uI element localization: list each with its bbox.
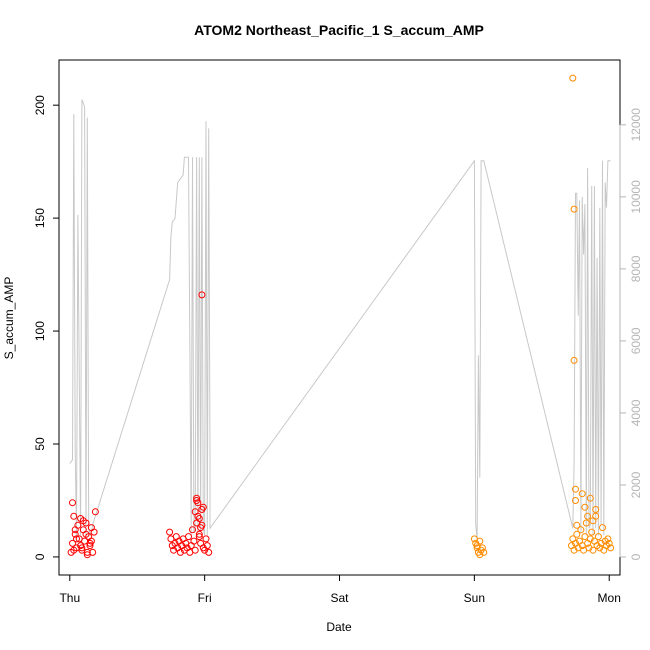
plot-frame	[58, 59, 621, 576]
data-point	[166, 528, 174, 536]
right-y-axis: 0 2000 4000 6000 8000 10000 12000	[619, 108, 643, 560]
data-point	[581, 503, 589, 511]
data-point	[203, 542, 211, 550]
data-point	[194, 499, 202, 507]
data-point	[205, 548, 213, 556]
data-point	[577, 526, 585, 534]
data-point	[172, 533, 180, 541]
data-point	[86, 542, 94, 550]
data-point	[87, 537, 95, 545]
data-point	[589, 517, 597, 525]
data-point	[198, 506, 206, 513]
data-point	[78, 544, 86, 552]
data-point	[573, 530, 581, 538]
right-tick-label: 6000	[629, 327, 643, 354]
data-point	[570, 205, 578, 213]
data-point	[197, 539, 205, 547]
data-point	[89, 548, 97, 556]
data-point	[570, 546, 578, 554]
chart-title: ATOM2 Northeast_Pacific_1 S_accum_AMP	[194, 22, 484, 38]
data-point	[195, 530, 203, 538]
data-point	[195, 515, 203, 522]
data-point	[195, 533, 203, 541]
data-point	[83, 548, 91, 556]
x-tick-label: Fri	[198, 591, 212, 605]
data-point	[578, 490, 586, 498]
data-point	[191, 546, 199, 554]
right-tick-label: 2000	[629, 471, 643, 498]
data-point	[199, 544, 207, 552]
right-tick-label: 8000	[629, 255, 643, 282]
data-point	[79, 526, 87, 534]
x-tick-label: Mon	[598, 591, 621, 605]
data-point	[70, 546, 78, 554]
left-tick-label: 0	[33, 553, 47, 560]
data-point	[90, 528, 98, 536]
right-tick-label: 0	[629, 553, 643, 560]
data-point	[604, 535, 612, 543]
x-tick-label: Sun	[464, 591, 485, 605]
data-point	[599, 524, 606, 532]
data-point	[71, 530, 79, 538]
y-axis-label: S_accum_AMP	[2, 277, 16, 360]
data-point	[198, 291, 206, 299]
data-point	[586, 494, 594, 502]
data-point	[588, 528, 596, 536]
data-point	[190, 537, 198, 545]
data-point	[73, 535, 80, 543]
left-y-axis: 0 50 100 150 200	[33, 95, 60, 560]
right-tick-label: 10000	[629, 180, 643, 214]
data-point	[74, 521, 82, 529]
data-point	[79, 517, 87, 525]
data-point	[82, 530, 90, 538]
data-point	[585, 544, 593, 552]
data-point	[69, 539, 76, 547]
data-point	[582, 519, 590, 527]
data-point	[70, 512, 78, 520]
left-tick-label: 50	[33, 437, 47, 451]
data-point	[191, 508, 199, 516]
data-point	[69, 499, 76, 507]
data-point	[176, 548, 184, 556]
data-point	[573, 521, 581, 529]
data-point	[189, 526, 196, 534]
data-point	[596, 544, 604, 552]
x-axis-label: Date	[326, 620, 352, 634]
left-tick-label: 100	[33, 321, 47, 341]
data-point	[592, 506, 600, 513]
left-tick-label: 150	[33, 208, 47, 228]
x-axis: Thu Fri Sat Sun Mon	[59, 574, 621, 605]
data-point	[480, 548, 488, 556]
data-point	[185, 533, 192, 541]
right-tick-label: 4000	[629, 399, 643, 426]
data-point	[572, 497, 579, 504]
right-tick-label: 12000	[629, 108, 643, 142]
data-point	[478, 544, 486, 552]
data-point	[569, 74, 577, 82]
data-point	[476, 551, 484, 559]
data-point	[170, 546, 178, 554]
data-point	[570, 356, 578, 364]
data-point	[197, 524, 205, 532]
data-point	[586, 535, 594, 543]
data-point	[202, 535, 210, 543]
x-tick-label: Thu	[59, 591, 80, 605]
data-point	[584, 512, 592, 520]
data-point	[607, 544, 615, 552]
secondary-series-line	[69, 99, 611, 540]
left-tick-label: 200	[33, 95, 47, 115]
data-point	[605, 539, 613, 547]
x-tick-label: Sat	[330, 591, 349, 605]
data-point	[572, 485, 579, 493]
data-point	[91, 508, 99, 516]
data-point	[193, 494, 201, 502]
secondary-line-layer	[69, 99, 611, 540]
data-point	[589, 546, 597, 554]
data-point	[473, 544, 481, 552]
data-point	[71, 526, 79, 534]
data-point	[594, 533, 602, 541]
points-layer	[67, 74, 615, 559]
